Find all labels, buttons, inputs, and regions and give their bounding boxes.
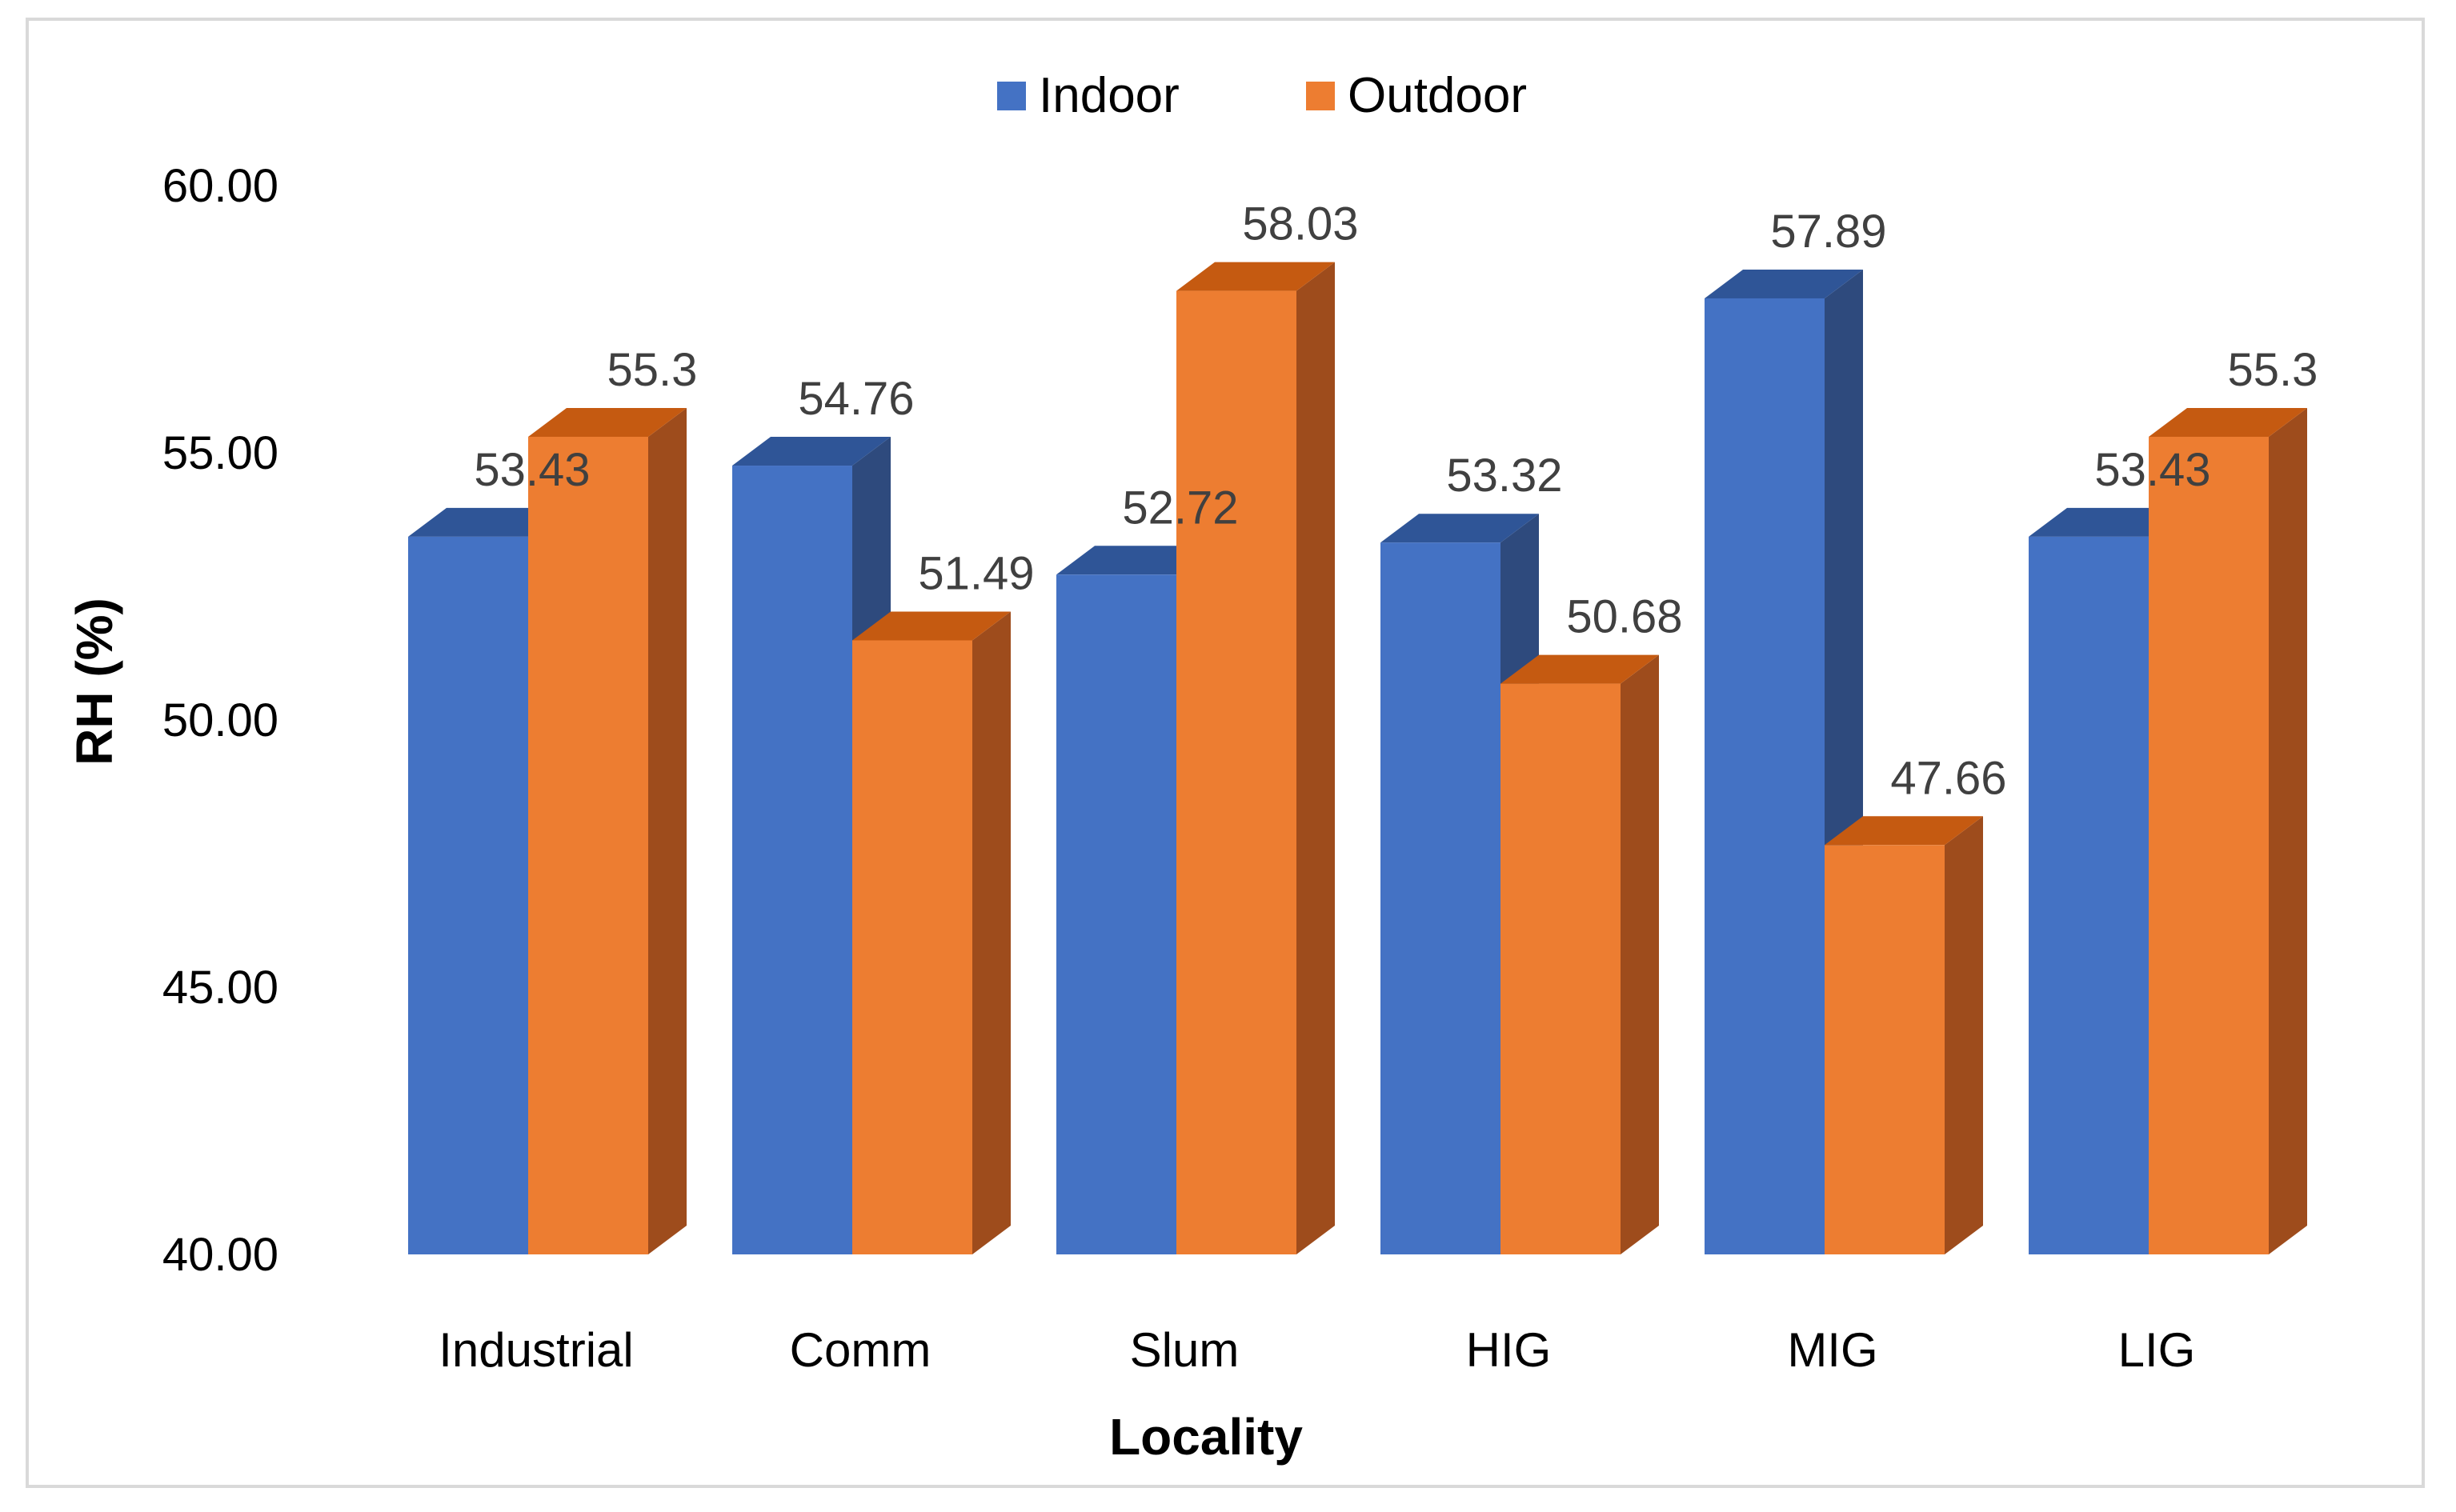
data-label: 54.76 (798, 373, 914, 425)
bar-side-face (1621, 654, 1659, 1254)
y-tick-label: 60.00 (162, 160, 278, 212)
bar-outdoor-mig (1825, 816, 1983, 1254)
bar-top-face (1176, 262, 1335, 291)
bar-top-face (1705, 269, 1863, 298)
data-label: 55.3 (607, 344, 698, 396)
legend-swatch (997, 82, 1026, 110)
data-label: 55.3 (2228, 344, 2318, 396)
bar-front-face (2149, 436, 2269, 1254)
bar-top-face (732, 437, 891, 466)
legend-item-indoor: Indoor (997, 68, 1180, 123)
bar-outdoor-hig (1500, 654, 1659, 1254)
bar-front-face (408, 536, 528, 1254)
bar-front-face (2029, 536, 2149, 1254)
bar-front-face (1176, 290, 1296, 1255)
data-label: 57.89 (1770, 206, 1886, 258)
bar-top-face (852, 611, 1011, 641)
y-axis-title: RH (%) (66, 598, 123, 766)
x-axis-title: Locality (1109, 1408, 1303, 1466)
bar-top-face (1825, 816, 1983, 846)
legend: Indoor Outdoor (997, 68, 1527, 123)
bar-top-face (2149, 407, 2307, 437)
bar-front-face (852, 640, 972, 1254)
bar-side-face (2269, 407, 2307, 1255)
legend-swatch (1306, 82, 1335, 110)
data-label: 53.43 (474, 444, 590, 496)
data-label: 47.66 (1890, 752, 2006, 804)
x-tick-label: Industrial (439, 1323, 633, 1377)
legend-label: Indoor (1039, 68, 1180, 123)
y-tick-label: 40.00 (162, 1229, 278, 1281)
bar-front-face (528, 436, 648, 1254)
data-label: 51.49 (918, 547, 1034, 599)
bar-outdoor-lig (2149, 407, 2307, 1255)
bar-top-face (528, 407, 687, 437)
bars (408, 262, 2307, 1255)
bar-top-face (1380, 514, 1539, 543)
x-tick-label: Comm (790, 1323, 932, 1377)
legend-label: Outdoor (1348, 68, 1527, 123)
bar-top-face (1056, 546, 1215, 575)
data-label: 53.32 (1446, 450, 1562, 502)
bar-front-face (1825, 845, 1945, 1254)
data-label: 58.03 (1242, 198, 1358, 250)
bar-side-face (648, 407, 687, 1255)
bar-top-face (1500, 654, 1659, 684)
bar-outdoor-slum (1176, 262, 1335, 1255)
x-tick-label: Slum (1130, 1323, 1240, 1377)
bar-side-face (972, 611, 1011, 1254)
data-label: 50.68 (1566, 591, 1682, 643)
bar-top-face (2029, 507, 2187, 537)
bar-front-face (1056, 574, 1176, 1254)
x-tick-label: MIG (1787, 1323, 1877, 1377)
data-label: 52.72 (1122, 482, 1238, 534)
bar-side-face (1296, 262, 1335, 1255)
data-labels: 53.43 55.3 54.76 51.49 52.72 58.03 53.32 50.68 5… (474, 198, 2318, 805)
bar-outdoor-comm (852, 611, 1011, 1254)
y-tick-label: 50.00 (162, 694, 278, 746)
bar-front-face (1380, 542, 1500, 1254)
y-axis: 40.00 45.00 50.00 55.00 60.00 (162, 160, 278, 1281)
data-label: 53.43 (2094, 444, 2210, 496)
bar-front-face (1500, 683, 1621, 1254)
bar-side-face (1945, 816, 1983, 1254)
y-tick-label: 45.00 (162, 962, 278, 1014)
bar-outdoor-industrial (528, 407, 687, 1255)
bar-top-face (408, 507, 567, 537)
bar-front-face (732, 466, 852, 1254)
legend-item-outdoor: Outdoor (1306, 68, 1527, 123)
y-tick-label: 55.00 (162, 427, 278, 479)
x-axis: Industrial Comm Slum HIG MIG LIG (439, 1323, 2195, 1377)
bar-front-face (1705, 298, 1825, 1254)
x-tick-label: LIG (2118, 1323, 2196, 1377)
x-tick-label: HIG (1466, 1323, 1552, 1377)
